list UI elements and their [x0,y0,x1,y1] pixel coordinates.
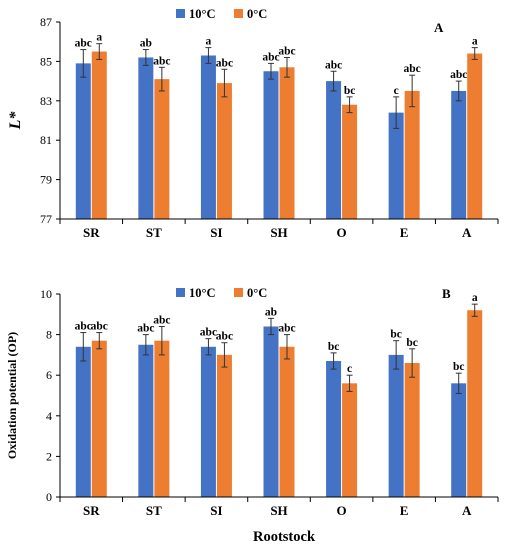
y-tick-label: 8 [46,328,52,342]
significance-label: abc [75,38,92,50]
significance-label: ab [265,306,277,318]
bar-0c [154,79,170,219]
bar-0c [154,340,170,497]
y-tick-label: 0 [46,490,52,504]
legend-label: 10°C [189,286,216,300]
significance-label: ab [140,38,152,50]
x-tick-label: SI [210,503,222,518]
panel-label: B [442,286,451,301]
panel-label: A [434,20,444,35]
significance-label: abc [216,331,233,343]
significance-label: a [472,36,478,48]
legend-swatch-0c [234,288,243,297]
significance-label: bc [390,329,402,341]
bar-10c [326,81,342,219]
significance-label: bc [328,341,340,353]
significance-label: abc [137,323,154,335]
significance-label: abc [325,59,342,71]
bar-10c [451,90,467,219]
y-tick-label: 2 [46,449,52,463]
bar-0c [216,354,232,497]
significance-label: bc [406,337,418,349]
bar-0c [404,90,420,219]
bar-10c [200,346,216,497]
significance-label: a [472,292,478,304]
bar-0c [279,67,295,219]
x-tick-label: ST [146,225,162,240]
bar-10c [263,326,279,497]
y-axis-title: Oxidation potential (OP) [5,332,19,459]
significance-label: abc [262,51,279,63]
significance-label: abc [404,63,421,75]
x-tick-label: E [400,225,409,240]
y-axis-title: L* [7,111,24,131]
significance-label: a [96,32,102,44]
significance-label: abc [278,45,295,57]
significance-label: abc [216,57,233,69]
bar-10c [200,55,216,219]
y-tick-label: 79 [40,173,52,187]
x-tick-label: SH [270,225,287,240]
significance-label: abc [91,321,108,333]
y-tick-label: 4 [46,409,52,423]
bar-10c [138,57,154,220]
significance-label: abc [200,327,217,339]
significance-label: c [347,363,352,375]
bar-10c [263,71,279,219]
bar-10c [138,344,154,497]
legend-swatch-10c [176,288,185,297]
y-tick-label: 87 [40,15,52,29]
significance-label: abc [153,55,170,67]
x-axis-title: Rootstock [253,529,316,545]
x-tick-label: SR [83,503,100,518]
x-tick-label: SH [270,503,287,518]
bar-0c [279,346,295,497]
significance-label: abc [75,321,92,333]
significance-label: bc [453,361,465,373]
y-tick-label: 10 [40,287,52,301]
bar-0c [91,51,107,219]
bar-10c [388,354,404,497]
significance-label: a [206,36,212,48]
x-tick-label: O [337,225,347,240]
bar-0c [342,104,358,219]
y-tick-label: 83 [40,94,52,108]
bar-10c [75,346,91,497]
x-tick-label: E [400,503,409,518]
x-tick-label: SR [83,225,100,240]
significance-label: c [394,85,399,97]
legend-swatch-10c [176,9,185,18]
bar-0c [216,83,232,219]
significance-label: abc [278,323,295,335]
legend-label: 10°C [189,7,216,21]
x-tick-label: SI [210,225,222,240]
x-tick-label: ST [146,503,162,518]
bar-0c [404,363,420,497]
y-tick-label: 77 [40,212,52,226]
bar-0c [342,383,358,497]
y-tick-label: 85 [40,54,52,68]
x-tick-label: A [462,503,472,518]
legend-swatch-0c [234,9,243,18]
bar-10c [451,383,467,497]
bar-10c [75,63,91,220]
bar-0c [467,310,483,497]
significance-label: abc [153,314,170,326]
significance-label: abc [450,69,467,81]
legend-label: 0°C [247,286,267,300]
x-tick-label: A [462,225,472,240]
bar-0c [91,340,107,497]
y-tick-label: 81 [40,133,52,147]
bar-0c [467,53,483,219]
legend-label: 0°C [247,7,267,21]
x-tick-label: O [337,503,347,518]
y-tick-label: 6 [46,368,52,382]
significance-label: bc [344,85,356,97]
bar-10c [326,360,342,497]
bar-10c [388,112,404,219]
